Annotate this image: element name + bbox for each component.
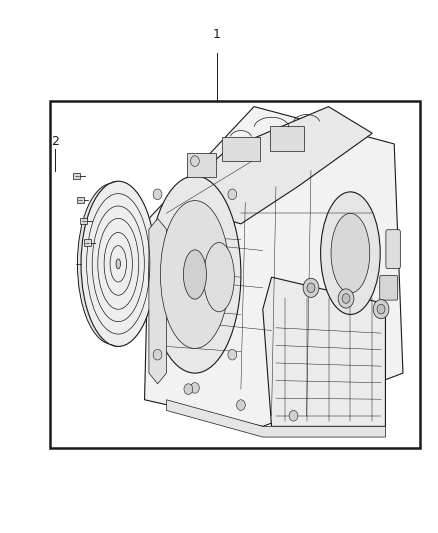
Bar xyxy=(73,173,80,179)
Circle shape xyxy=(228,349,237,360)
Ellipse shape xyxy=(321,192,380,314)
Circle shape xyxy=(342,294,350,303)
Circle shape xyxy=(184,384,193,394)
Ellipse shape xyxy=(116,259,120,269)
FancyBboxPatch shape xyxy=(270,126,304,151)
FancyBboxPatch shape xyxy=(187,153,216,177)
Polygon shape xyxy=(166,107,372,224)
Circle shape xyxy=(303,278,319,297)
Polygon shape xyxy=(263,277,385,426)
Polygon shape xyxy=(149,219,166,384)
Bar xyxy=(50,101,420,448)
Ellipse shape xyxy=(204,243,234,312)
Text: 1: 1 xyxy=(213,28,221,41)
Bar xyxy=(77,197,84,203)
Ellipse shape xyxy=(78,183,148,344)
Text: 2: 2 xyxy=(51,135,59,148)
Circle shape xyxy=(228,189,237,200)
Ellipse shape xyxy=(160,200,230,349)
Circle shape xyxy=(377,304,385,314)
Polygon shape xyxy=(166,400,385,437)
Circle shape xyxy=(153,349,162,360)
Circle shape xyxy=(153,189,162,200)
Ellipse shape xyxy=(331,213,370,293)
FancyBboxPatch shape xyxy=(380,276,398,300)
Bar xyxy=(84,239,91,246)
Circle shape xyxy=(237,400,245,410)
Circle shape xyxy=(191,156,199,166)
Ellipse shape xyxy=(184,250,206,299)
FancyBboxPatch shape xyxy=(222,137,260,161)
Bar xyxy=(80,218,87,224)
Ellipse shape xyxy=(149,176,241,373)
Circle shape xyxy=(191,383,199,393)
Circle shape xyxy=(373,300,389,319)
Ellipse shape xyxy=(81,181,155,346)
Circle shape xyxy=(307,283,315,293)
Circle shape xyxy=(338,289,354,308)
Polygon shape xyxy=(145,107,403,426)
Circle shape xyxy=(289,410,298,421)
FancyBboxPatch shape xyxy=(386,230,400,269)
